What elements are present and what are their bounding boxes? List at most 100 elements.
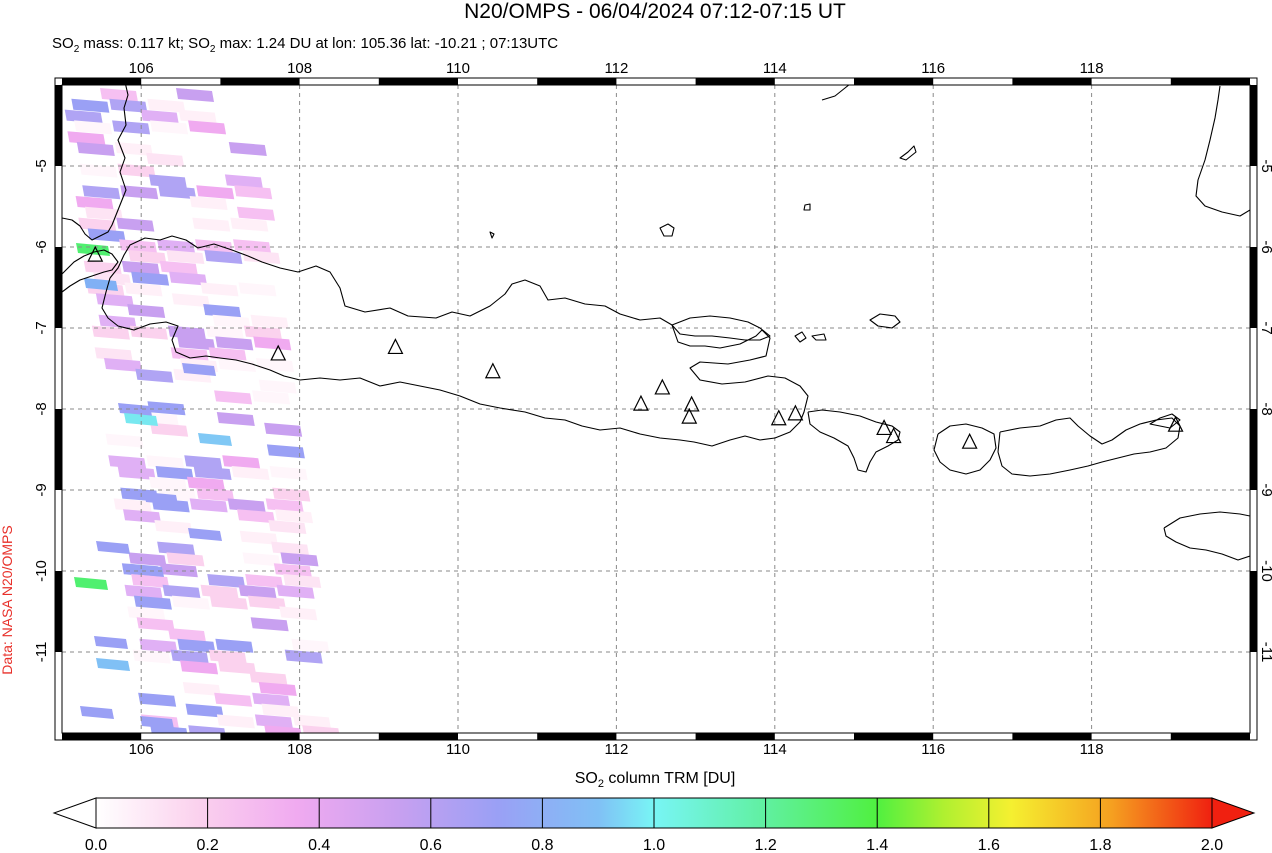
so2-pixel xyxy=(159,563,198,578)
so2-pixel xyxy=(218,358,256,372)
so2-pixel xyxy=(192,217,231,232)
so2-pixel xyxy=(238,584,277,599)
lon-tick-label-bottom: 118 xyxy=(1080,741,1104,758)
so2-pixel xyxy=(265,498,304,513)
lat-tick-label-left: -8 xyxy=(33,402,50,415)
so2-pixel-high xyxy=(80,706,114,719)
colorbar-max-arrow xyxy=(1211,797,1256,829)
lat-tick-label-right: -11 xyxy=(1258,642,1272,663)
border-bar-right xyxy=(1250,571,1257,652)
so2-pixel xyxy=(82,185,121,200)
volcano-triangle-icon xyxy=(961,432,978,449)
small-island-2 xyxy=(803,203,811,211)
so2-pixel xyxy=(84,206,123,221)
so2-pixel xyxy=(123,509,162,524)
so2-pixel xyxy=(162,584,201,599)
so2-pixel-high xyxy=(124,413,158,426)
colorbar-tick-label: 0.8 xyxy=(531,837,553,853)
so2-pixel xyxy=(237,509,276,524)
figure-subtitle: SO2 mass: 0.117 kt; SO2 max: 1.24 DU at … xyxy=(52,35,558,55)
sumatra-coast xyxy=(62,85,129,241)
volcano-triangle-icon xyxy=(270,344,287,361)
so2-pixel xyxy=(91,325,130,340)
border-bar-top xyxy=(854,78,934,85)
so2-pixel xyxy=(180,660,219,675)
lat-tick-label-left: -11 xyxy=(33,642,50,663)
map-border-bars xyxy=(54,77,1258,741)
lon-tick-label-bottom: 116 xyxy=(921,741,945,758)
so2-pixel-high xyxy=(188,528,222,541)
so2-pixel xyxy=(119,239,158,254)
border-bar-right xyxy=(1250,409,1257,490)
so2-pixel xyxy=(139,638,178,653)
so2-pixel xyxy=(268,520,307,534)
so2-pixel xyxy=(207,574,246,588)
border-bar-right xyxy=(1250,247,1257,328)
lat-tick-label-right: -5 xyxy=(1258,159,1272,172)
lat-tick-label-right: -7 xyxy=(1258,321,1272,334)
small-island-3 xyxy=(899,145,917,161)
lat-labels-right: -5 -6 -7 -8 -9 -10 -11 xyxy=(1258,159,1272,662)
border-bar-top xyxy=(1012,78,1092,85)
so2-pixel xyxy=(171,293,210,308)
sulawesi-coast xyxy=(1195,85,1250,217)
colorbar-tick-label: 0.2 xyxy=(196,837,218,853)
so2-pixel xyxy=(114,142,153,156)
sumba-coast xyxy=(1163,511,1250,561)
border-bar-top xyxy=(1170,78,1250,85)
so2-pixel-high xyxy=(76,243,110,256)
so2-pixel xyxy=(117,163,156,178)
so2-pixel xyxy=(148,476,187,491)
lombok-coast xyxy=(933,423,997,475)
volcano-triangle-icon xyxy=(683,395,700,412)
colorbar-tick-label: 1.6 xyxy=(978,837,1000,853)
so2-pixel xyxy=(132,649,171,664)
so2-pixel xyxy=(128,552,167,567)
so2-pixel xyxy=(214,390,253,405)
so2-pixel xyxy=(188,120,227,135)
border-bar-left xyxy=(55,409,62,490)
so2-pixel xyxy=(148,174,187,189)
so2-pixel xyxy=(284,649,323,664)
lat-tick-label-left: -6 xyxy=(33,240,50,253)
so2-pixel xyxy=(133,595,172,610)
bawean-island xyxy=(659,223,675,237)
border-outline xyxy=(54,77,1258,741)
border-bar-top xyxy=(378,78,458,85)
so2-pixel-high xyxy=(182,363,216,376)
lon-tick-label-top: 106 xyxy=(129,60,154,77)
so2-pixel xyxy=(216,714,255,729)
lat-tick-label-right: -8 xyxy=(1258,402,1272,415)
so2-pixel xyxy=(124,282,163,297)
lon-tick-label-bottom: 114 xyxy=(763,741,787,758)
so2-pixel xyxy=(234,185,273,200)
volcano-triangle-icon xyxy=(87,245,104,262)
so2-pixel xyxy=(252,692,291,707)
so2-pixel xyxy=(203,304,242,318)
so2-pixel xyxy=(216,412,255,426)
so2-pixel xyxy=(214,692,253,707)
lon-labels-top: 106 108 110 112 114 116 118 xyxy=(129,60,1104,77)
volcano-triangle-icon xyxy=(654,378,671,395)
so2-pixel xyxy=(159,260,198,275)
so2-pixel xyxy=(200,282,239,297)
so2-pixel xyxy=(236,206,275,221)
so2-pixel xyxy=(205,325,244,340)
so2-pixel xyxy=(254,714,293,729)
border-bar-bottom xyxy=(1012,733,1092,740)
so2-pixel-high xyxy=(96,658,130,671)
colorbar-label: SO2 column TRM [DU] xyxy=(575,770,736,790)
so2-pixel xyxy=(171,595,210,610)
figure-title: N20/OMPS - 06/04/2024 07:12-07:15 UT xyxy=(464,0,846,23)
border-bar-bottom xyxy=(62,733,142,740)
so2-pixel xyxy=(78,217,117,232)
so2-pixel xyxy=(189,196,228,210)
border-bar-left xyxy=(55,247,62,328)
so2-pixel xyxy=(249,671,288,686)
colorbar-tick-label: 1.4 xyxy=(866,837,888,853)
so2-pixel xyxy=(273,563,312,578)
so2-pixel xyxy=(218,660,257,675)
so2-pixel xyxy=(67,131,106,146)
so2-pixel xyxy=(135,368,174,383)
so2-pixel xyxy=(215,638,254,653)
